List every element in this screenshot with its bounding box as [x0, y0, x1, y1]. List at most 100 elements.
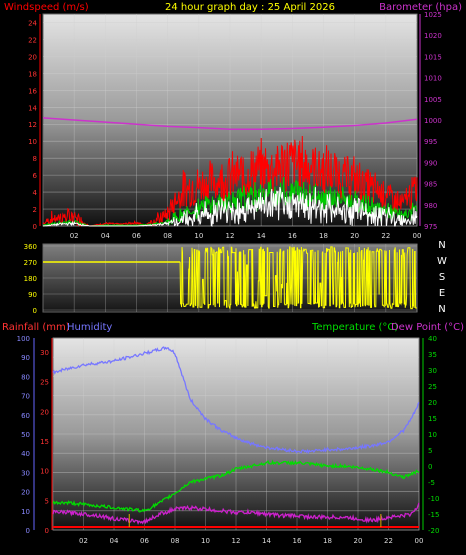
baro-tick-label: 995: [424, 138, 437, 146]
time-tick-label: 14: [257, 232, 266, 240]
time-tick-label: 06: [132, 232, 141, 240]
baro-tick-label: 1010: [424, 75, 442, 83]
wind-tick-label: 16: [28, 87, 37, 95]
wind-tick-label: 0: [33, 223, 37, 231]
direction-tick-label: 360: [24, 243, 37, 251]
wind-average-line: [42, 177, 418, 227]
wind-tick-label: 4: [33, 189, 38, 197]
humidity-tick-label: 60: [21, 412, 30, 420]
dew-point-line: [52, 502, 420, 526]
temp-tick-label: -5: [428, 479, 435, 487]
humidity-line: [52, 346, 420, 455]
time-tick-label: 18: [319, 232, 328, 240]
humidity-tick-label: 0: [26, 527, 30, 535]
time-tick-label: 04: [101, 232, 110, 240]
rain-tick-label: 15: [40, 438, 49, 446]
temperature-line: [52, 459, 420, 513]
direction-tick-label: 0: [33, 307, 37, 315]
rain-tick-label: 0: [45, 527, 49, 535]
time-tick-label: 08: [163, 232, 172, 240]
compass-label: W: [437, 256, 447, 267]
humidity-tick-label: 40: [21, 450, 30, 458]
time-tick-label: 16: [293, 537, 302, 545]
time-tick-label: 18: [323, 537, 332, 545]
baro-tick-label: 1015: [424, 53, 442, 61]
temp-tick-label: 10: [428, 431, 437, 439]
time-tick-label: 04: [110, 537, 119, 545]
wind-speed-line: [42, 186, 418, 227]
time-tick-label: 02: [70, 232, 79, 240]
time-tick-label: 20: [354, 537, 363, 545]
temp-tick-label: 15: [428, 415, 437, 423]
humidity-axis-label: Humidity: [67, 322, 112, 333]
temp-tick-label: 30: [428, 367, 437, 375]
temp-tick-label: 0: [428, 463, 432, 471]
wind-tick-label: 24: [28, 19, 37, 27]
wind-tick-label: 22: [28, 36, 37, 44]
baro-axis-label: Barometer (hpa): [379, 2, 462, 13]
time-tick-label: 16: [288, 232, 297, 240]
time-tick-label: 00: [415, 537, 424, 545]
direction-tick-label: 180: [24, 275, 37, 283]
wind-tick-label: 20: [28, 53, 37, 61]
wind-tick-label: 6: [33, 172, 38, 180]
rain-tick-label: 25: [40, 379, 49, 387]
time-tick-label: 12: [232, 537, 241, 545]
direction-tick-label: 90: [28, 291, 37, 299]
humidity-tick-label: 90: [21, 354, 30, 362]
humidity-tick-label: 10: [21, 508, 30, 516]
rain-axis-label: Rainfall (mm): [2, 322, 70, 333]
compass-label: N: [438, 304, 445, 315]
baro-tick-label: 1005: [424, 96, 442, 104]
wind-tick-label: 14: [28, 104, 37, 112]
rain-tick-label: 20: [40, 408, 49, 416]
time-tick-label: 14: [262, 537, 271, 545]
temp-tick-label: 35: [428, 351, 437, 359]
wind-tick-label: 8: [33, 155, 37, 163]
temp-tick-label: 20: [428, 399, 437, 407]
compass-label: E: [439, 288, 445, 299]
temp-tick-label: 5: [428, 447, 432, 455]
direction-tick-label: 270: [24, 259, 37, 267]
baro-tick-label: 980: [424, 202, 437, 210]
baro-tick-label: 1025: [424, 11, 442, 19]
time-tick-label: 00: [413, 232, 422, 240]
baro-tick-label: 985: [424, 181, 437, 189]
barometer-line: [42, 117, 418, 131]
humidity-tick-label: 50: [21, 431, 30, 439]
rain-tick-label: 5: [45, 497, 49, 505]
humidity-tick-label: 20: [21, 489, 30, 497]
rain-tick-label: 30: [40, 349, 49, 357]
time-tick-label: 08: [171, 537, 180, 545]
time-tick-label: 20: [350, 232, 359, 240]
time-tick-label: 22: [381, 232, 390, 240]
temp-tick-label: 40: [428, 335, 437, 343]
baro-tick-label: 975: [424, 223, 437, 231]
time-tick-label: 02: [79, 537, 88, 545]
temp-axis-label: Temperature (°C): [311, 322, 398, 333]
time-tick-label: 12: [226, 232, 235, 240]
temp-tick-label: -10: [428, 495, 439, 503]
compass-label: S: [439, 272, 445, 283]
baro-tick-label: 1020: [424, 32, 442, 40]
temp-tick-label: 25: [428, 383, 437, 391]
rain-tick-label: 10: [40, 468, 49, 476]
wind-tick-label: 12: [28, 121, 37, 129]
time-tick-label: 10: [201, 537, 210, 545]
temp-tick-label: -15: [428, 511, 439, 519]
direction-variable-line: [179, 246, 417, 310]
temp-tick-label: -20: [428, 527, 439, 535]
dew-axis-label: Dew Point (°C): [391, 322, 464, 333]
wind-tick-label: 10: [28, 138, 37, 146]
time-tick-label: 22: [384, 537, 393, 545]
time-tick-label: 10: [194, 232, 203, 240]
wind-tick-label: 2: [33, 206, 37, 214]
graph-title: 24 hour graph day : 25 April 2026: [165, 2, 335, 13]
humidity-tick-label: 30: [21, 469, 30, 477]
time-tick-label: 06: [140, 537, 149, 545]
baro-tick-label: 990: [424, 159, 437, 167]
wind-axis-label: Windspeed (m/s): [4, 2, 89, 13]
humidity-tick-label: 70: [21, 393, 30, 401]
wind-tick-label: 18: [28, 70, 37, 78]
